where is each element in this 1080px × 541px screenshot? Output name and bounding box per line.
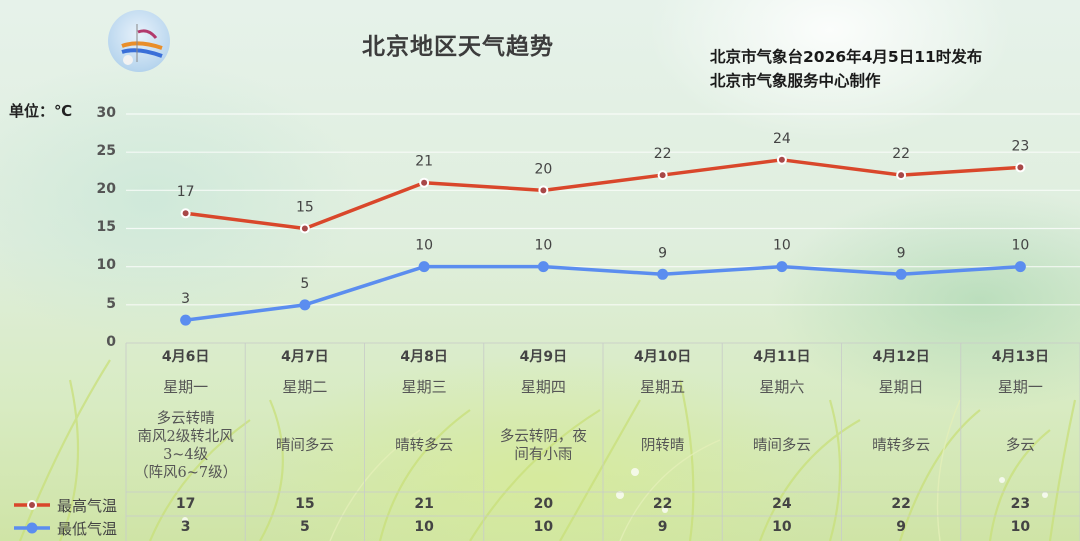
svg-text:24: 24 xyxy=(773,131,791,147)
weather-line: 多云 xyxy=(1005,438,1035,454)
low-temp-cell: 9 xyxy=(657,519,668,535)
y-tick-label: 25 xyxy=(96,143,116,159)
y-tick-label: 30 xyxy=(96,105,116,121)
weather-cell: 多云转晴 南风2级转北风 3~4级 （阵风6~7级） xyxy=(126,402,245,490)
meteorological-service-logo xyxy=(108,10,170,72)
issuer-info: 北京市气象台2026年4月5日11时发布 北京市气象服务中心制作 xyxy=(710,45,982,93)
y-tick-label: 10 xyxy=(96,257,116,273)
svg-text:21: 21 xyxy=(415,154,433,170)
high-temp-cell: 23 xyxy=(1010,496,1031,512)
page-title: 北京地区天气趋势 xyxy=(362,34,554,60)
weather-cell: 阴转晴 xyxy=(603,402,722,490)
chart-gridlines xyxy=(126,113,1080,306)
y-tick-label: 0 xyxy=(106,334,116,350)
legend-high-temp-label: 最高气温 xyxy=(57,497,118,515)
y-tick-label: 5 xyxy=(106,296,116,312)
weather-line: （阵风6~7级） xyxy=(134,465,238,481)
legend-low-temp-label: 最低气温 xyxy=(57,520,118,538)
low-temp-cell: 10 xyxy=(1010,519,1031,535)
svg-text:15: 15 xyxy=(296,200,314,216)
date-cell: 4月6日 xyxy=(161,349,210,365)
svg-text:22: 22 xyxy=(654,146,672,162)
high-temp-cell: 24 xyxy=(772,496,792,512)
date-cell: 4月11日 xyxy=(753,349,811,365)
svg-text:10: 10 xyxy=(534,238,552,254)
weather-cell: 晴转多云 xyxy=(365,402,484,490)
issuer-line-publish: 北京市气象台2026年4月5日11时发布 xyxy=(710,48,983,66)
weather-line: 晴间多云 xyxy=(275,438,334,454)
weather-line: 晴转多云 xyxy=(872,438,931,454)
weather-line: 3~4级 xyxy=(163,447,209,463)
weather-cell: 晴间多云 xyxy=(245,402,364,490)
svg-text:10: 10 xyxy=(773,238,791,254)
date-cell: 4月10日 xyxy=(634,349,692,365)
svg-text:23: 23 xyxy=(1011,138,1029,154)
low-temp-cell: 10 xyxy=(414,519,434,535)
date-cell: 4月8日 xyxy=(400,349,448,365)
low-temp-cell: 10 xyxy=(533,519,554,535)
weather-cell: 多云转阴，夜 间有小雨 xyxy=(484,402,603,490)
unit-label: 单位：℃ xyxy=(9,102,73,120)
weather-line: 多云转晴 xyxy=(156,411,215,427)
svg-text:10: 10 xyxy=(1011,238,1029,254)
high-temp-cell: 21 xyxy=(414,496,434,512)
high-temp-cell: 15 xyxy=(295,496,315,512)
data-table-gridlines xyxy=(125,342,1080,541)
weather-line: 晴转多云 xyxy=(395,438,454,454)
low-temp-cell: 3 xyxy=(180,519,191,535)
svg-text:3: 3 xyxy=(181,291,190,307)
y-tick-label: 15 xyxy=(96,219,116,235)
svg-text:10: 10 xyxy=(415,238,433,254)
weekday-cell: 星期一 xyxy=(997,378,1043,396)
svg-text:17: 17 xyxy=(177,184,195,200)
svg-text:22: 22 xyxy=(892,146,910,162)
weather-cell: 多云 xyxy=(961,402,1080,490)
svg-text:9: 9 xyxy=(658,245,667,261)
weather-line: 多云转阴，夜 xyxy=(499,429,587,445)
weather-line: 南风2级转北风 xyxy=(137,429,234,445)
weekday-cell: 星期五 xyxy=(640,378,686,396)
weather-line: 阴转晴 xyxy=(640,438,685,454)
legend-high-temp-icon xyxy=(14,500,50,510)
high-temp-cell: 20 xyxy=(533,496,554,512)
weekday-cell: 星期日 xyxy=(878,378,924,396)
date-cell: 4月9日 xyxy=(519,349,568,365)
weekday-cell: 星期三 xyxy=(401,378,447,396)
high-temp-cell: 17 xyxy=(175,496,196,512)
svg-text:20: 20 xyxy=(534,161,552,177)
high-temp-cell: 22 xyxy=(652,496,673,512)
svg-text:9: 9 xyxy=(897,245,906,261)
date-cell: 4月12日 xyxy=(872,349,930,365)
weather-line: 间有小雨 xyxy=(514,447,573,463)
high-temp-cell: 22 xyxy=(891,496,911,512)
weekday-cell: 星期六 xyxy=(759,378,805,396)
weekday-cell: 星期四 xyxy=(520,378,566,396)
issuer-line-producer: 北京市气象服务中心制作 xyxy=(710,72,881,90)
low-temp-cell: 5 xyxy=(300,519,310,535)
weather-cell: 晴间多云 xyxy=(722,402,841,490)
legend-low-temp-icon xyxy=(14,522,50,534)
low-temp-cell: 10 xyxy=(772,519,792,535)
low-temp-cell: 9 xyxy=(896,519,906,535)
date-cell: 4月7日 xyxy=(281,349,329,365)
y-tick-label: 20 xyxy=(96,181,116,197)
chart-series: 17 15 21 20 22 24 22 23 3 5 10 10 9 10 9 10 xyxy=(177,131,1029,326)
weekday-cell: 星期二 xyxy=(282,378,328,396)
weather-line: 晴间多云 xyxy=(752,438,811,454)
weather-cell: 晴转多云 xyxy=(842,402,961,490)
date-cell: 4月13日 xyxy=(991,349,1049,365)
svg-text:5: 5 xyxy=(300,276,309,292)
weekday-cell: 星期一 xyxy=(163,378,209,396)
